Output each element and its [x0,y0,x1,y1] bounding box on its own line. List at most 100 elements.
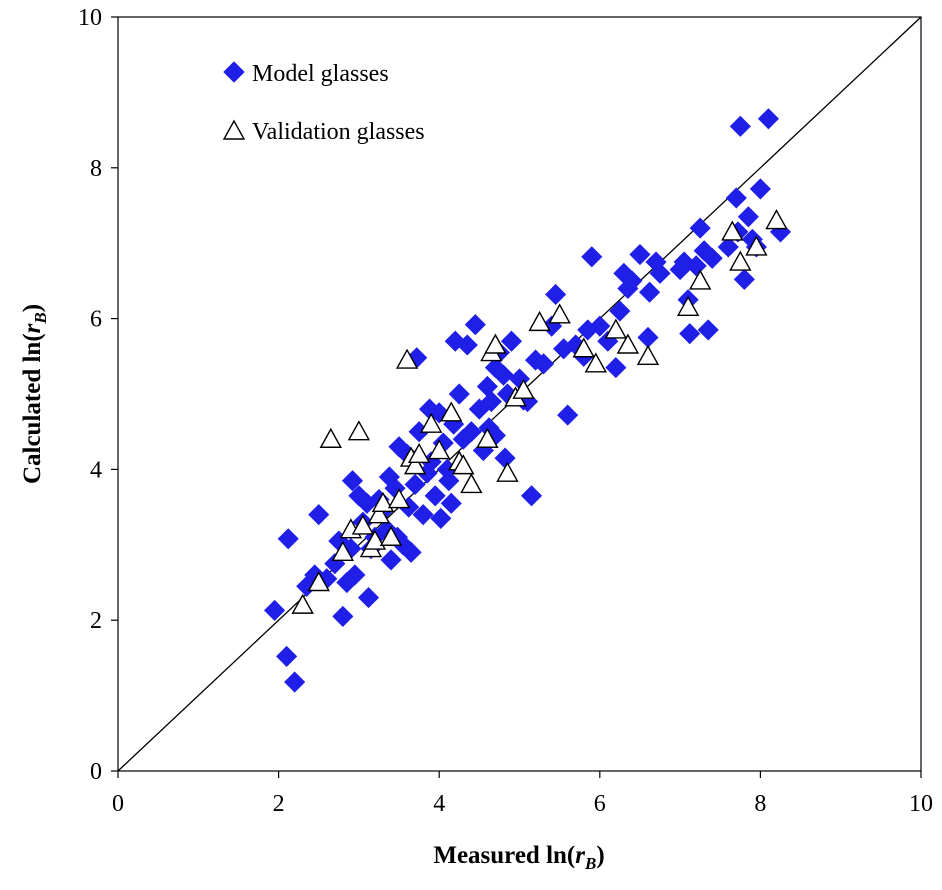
model-glass-point [264,599,286,621]
model-glass-point [464,314,486,336]
x-axis-title: Measured ln(rB) [433,842,604,873]
y-tick-label: 4 [90,457,102,483]
legend-model-marker [223,61,245,83]
validation-glass-point [419,412,443,433]
validation-glass-point [572,337,595,358]
x-tick-label: 6 [594,791,606,817]
model-glass-point [609,300,631,322]
validation-glass-point [319,427,342,448]
model-glass-point [332,605,354,627]
model-glass-point [581,246,603,268]
model-glass-point [589,315,611,337]
validation-glass-point [721,220,744,241]
validation-glass-point [484,333,507,354]
validation-glass-point [403,454,427,475]
validation-glass-point [440,401,463,422]
model-glass-point [737,206,759,228]
model-glass-point [545,283,567,306]
x-tick-label: 0 [112,791,124,817]
validation-glass-point [512,378,535,399]
legend-validation-marker [222,119,246,140]
x-tick-label: 4 [433,791,445,817]
model-glass-point [697,319,719,341]
validation-glass-point [367,503,391,524]
y-axis-title: Calculated ln(rB) [19,304,50,484]
model-glass-point [357,587,380,609]
model-glass-point [404,473,426,496]
model-glass-point [557,404,579,426]
validation-glass-point [548,303,571,324]
y-tick-label: 10 [78,5,102,31]
validation-glass-point [395,348,419,369]
validation-glass-point [745,235,768,256]
model-glass-point [629,243,651,266]
validation-glass-point [371,491,395,513]
model-glass-point [500,330,523,352]
validation-glass-point [407,442,431,464]
validation-glass-point [604,318,628,339]
model-glass-point [520,485,543,507]
validation-glass-point [460,473,483,494]
model-glass-point [533,353,555,375]
model-glass-point [438,470,460,492]
y-tick-label: 8 [90,156,102,182]
model-glass-point [341,470,364,492]
model-glass-point [685,255,707,277]
model-glass-point [621,270,643,292]
model-glass-point [448,383,470,405]
model-glass-point [277,528,299,550]
model-glass-point [276,645,298,667]
y-tick-label: 6 [90,307,102,333]
model-glass-point [605,357,627,379]
legend-validation-label: Validation glasses [252,119,425,145]
model-glass-point [729,115,751,137]
validation-glass-point [729,250,752,271]
x-tick-label: 8 [754,791,766,817]
legend: Model glasses Validation glasses [222,61,425,145]
validation-glass-point [291,593,314,614]
model-glass-point [749,178,771,200]
validation-glass-point [387,488,411,509]
y-tick-label: 0 [90,759,102,785]
validation-glass-point [307,571,330,592]
model-glass-point [649,262,671,284]
validation-glass-point [636,344,660,365]
model-glass-point [725,187,747,209]
validation-glass-point [584,352,607,373]
model-glass-point [717,236,739,258]
model-glass-point [701,247,723,269]
model-glass-point [757,108,779,130]
validation-glass-point [676,295,700,316]
model-glass-point [412,504,434,526]
model-glass-point [380,549,402,571]
model-glass-point [480,390,502,413]
validation-glass-point [347,420,371,441]
model-glass-point [733,268,755,290]
model-glass-point [440,492,462,514]
model-glass-point [308,504,330,526]
validation-glass-point [428,439,451,460]
model-glass-point [344,564,366,586]
x-tick-label: 2 [273,791,285,817]
model-glass-point [460,421,482,443]
model-glass-point [430,507,452,529]
validation-glass-point [688,269,712,290]
validation-glass-point [331,540,355,562]
validation-glass-point [765,209,788,230]
validation-glass-point [351,514,375,535]
validation-glass-point [616,333,640,354]
validation-glass-point [476,427,499,448]
validation-glass-point [528,310,551,332]
model-glass-point [424,485,446,507]
model-glass-point [284,671,306,693]
validation-glass-point [363,529,387,550]
y-tick-label: 2 [90,608,102,634]
validation-glass-point [452,454,475,475]
validation-glass-point [379,525,403,546]
validation-glass-point [496,461,519,482]
model-glass-point [679,323,701,345]
legend-model-label: Model glasses [252,61,389,87]
model-glass-point [400,541,422,563]
model-glass-point [639,281,661,303]
